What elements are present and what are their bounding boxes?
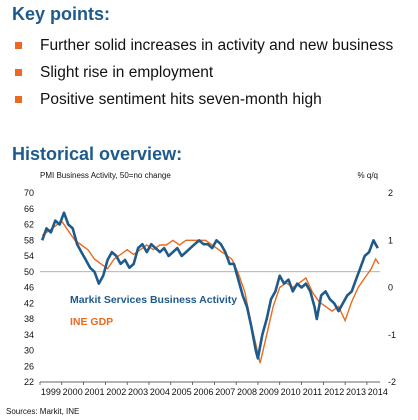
y-right-tick-label: 0 — [388, 283, 393, 293]
y-left-tick-label: 42 — [24, 298, 34, 308]
x-tick-label: 2006 — [193, 387, 213, 397]
series-line-markit-services — [40, 211, 379, 360]
key-point-item: Further solid increases in activity and … — [12, 36, 412, 55]
x-tick-label: 2004 — [150, 387, 170, 397]
series-line-ine-gdp — [41, 220, 380, 364]
x-tick-label: 2005 — [172, 387, 192, 397]
key-points-title: Key points: — [12, 4, 111, 24]
y-left-tick-label: 26 — [24, 361, 34, 371]
source-note: Sources: Markit, INE — [6, 407, 79, 416]
y-left-tick-label: 46 — [24, 283, 34, 293]
key-points-list: Further solid increases in activity and … — [12, 36, 412, 117]
x-tick-label: 2007 — [215, 387, 235, 397]
key-point-item: Positive sentiment hits seven-month high — [12, 90, 412, 109]
y-right-tick-label: 2 — [388, 188, 393, 198]
legend-ine-gdp: INE GDP — [70, 316, 113, 328]
y-left-tick-label: 66 — [24, 204, 34, 214]
x-tick-label: 2014 — [368, 387, 388, 397]
x-tick-label: 2001 — [84, 387, 104, 397]
y-right-tick-label: -2 — [388, 377, 396, 387]
y-right-tick-label: -1 — [388, 330, 396, 340]
x-tick-label: 2009 — [259, 387, 279, 397]
historical-overview-title: Historical overview: — [12, 144, 183, 164]
legend-markit-services: Markit Services Business Activity — [70, 294, 237, 306]
x-tick-label: 2002 — [106, 387, 126, 397]
y-left-tick-label: 50 — [24, 267, 34, 277]
y-left-tick-label: 54 — [24, 251, 34, 261]
key-point-text: Further solid increases in activity and … — [40, 37, 394, 54]
x-tick-label: 2011 — [303, 387, 322, 397]
square-bullet-icon — [15, 96, 22, 103]
y-left-tick-label: 70 — [24, 188, 34, 198]
pmi-gdp-chart: PMI Business Activity, 50=no change % q/… — [6, 171, 396, 416]
y-left-tick-label: 58 — [24, 235, 34, 245]
x-tick-label: 2013 — [346, 387, 366, 397]
key-point-text: Slight rise in employment — [40, 64, 214, 81]
x-tick-label: 2010 — [281, 387, 301, 397]
key-point-text: Positive sentiment hits seven-month high — [40, 91, 322, 108]
key-point-item: Slight rise in employment — [12, 63, 412, 82]
y-left-tick-label: 30 — [24, 346, 34, 356]
x-tick-label: 2008 — [237, 387, 257, 397]
x-tick-label: 1999 — [41, 387, 61, 397]
right-axis-label: % q/q — [358, 171, 378, 180]
left-axis-label: PMI Business Activity, 50=no change — [40, 171, 171, 180]
y-left-tick-label: 22 — [24, 377, 34, 387]
square-bullet-icon — [15, 69, 22, 76]
y-left-tick-label: 62 — [24, 220, 34, 230]
y-left-tick-label: 34 — [24, 330, 34, 340]
x-tick-label: 2003 — [128, 387, 148, 397]
square-bullet-icon — [15, 42, 22, 49]
y-left-tick-label: 38 — [24, 314, 34, 324]
x-tick-label: 2012 — [324, 387, 344, 397]
x-tick-label: 2000 — [63, 387, 83, 397]
y-right-tick-label: 1 — [388, 235, 393, 245]
